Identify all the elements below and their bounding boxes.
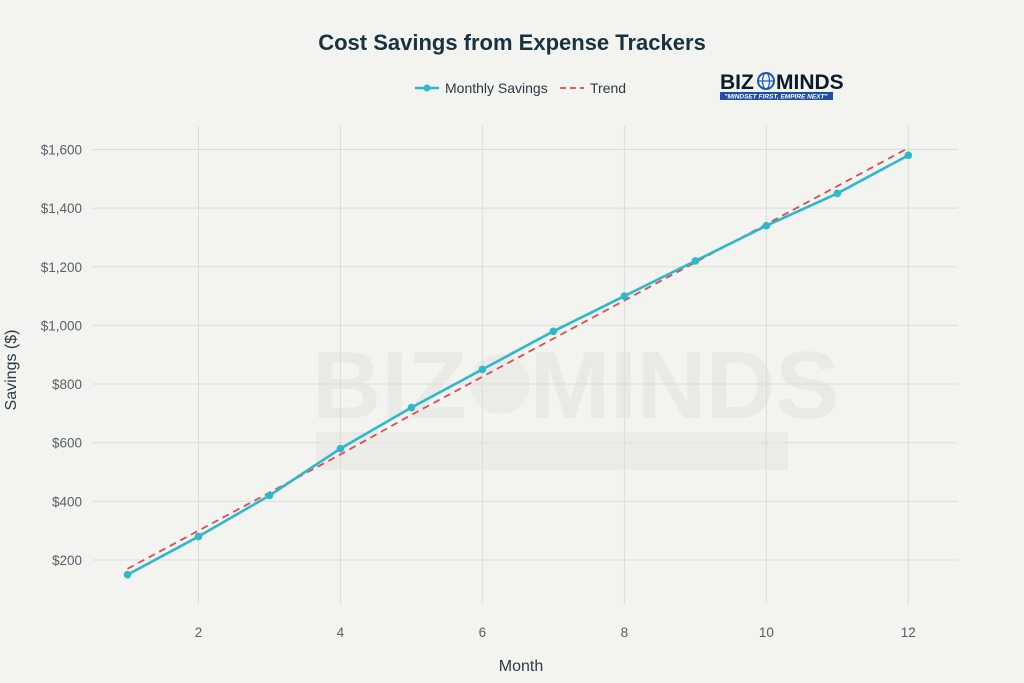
- series-line-monthly-savings: [126, 154, 909, 576]
- logo-tagline: "MINDSET FIRST, EMPIRE NEXT": [724, 94, 828, 101]
- x-axis-title: Month: [499, 658, 543, 675]
- y-tick-label: $1,200: [41, 260, 82, 275]
- watermark-left-text: BIZ: [312, 332, 467, 439]
- x-tick-label: 6: [479, 625, 487, 640]
- legend-label-monthly-savings: Monthly Savings: [445, 80, 548, 96]
- series-layer: [123, 147, 913, 579]
- y-tick-label: $800: [52, 377, 82, 392]
- legend-item-trend: Trend: [560, 80, 626, 96]
- data-point-monthly-savings: [691, 257, 700, 265]
- x-tick-label: 10: [759, 625, 774, 640]
- logo-text-right: MINDS: [776, 71, 844, 94]
- y-axis-title: Savings ($): [3, 330, 20, 411]
- x-tick-label: 12: [901, 625, 916, 640]
- y-tick-label: $1,600: [41, 142, 82, 157]
- y-axis-ticks: $200 $400 $600 $800 $1,000 $1,200 $1,400 $1,600: [41, 142, 82, 568]
- legend-item-monthly-savings: Monthly Savings: [415, 80, 548, 96]
- chart-title: Cost Savings from Expense Trackers: [318, 30, 706, 55]
- data-point-monthly-savings: [478, 365, 487, 374]
- series-line-trend: [127, 147, 909, 570]
- data-point-monthly-savings: [904, 151, 913, 160]
- logo-text-left: BIZ: [720, 71, 754, 94]
- legend: Monthly Savings Trend: [415, 80, 626, 96]
- watermark-banner: [316, 432, 788, 470]
- data-point-monthly-savings: [123, 570, 132, 579]
- data-point-monthly-savings: [833, 189, 842, 198]
- watermark: BIZ MINDS: [312, 332, 839, 470]
- data-point-monthly-savings: [620, 292, 629, 300]
- data-point-monthly-savings: [194, 532, 203, 541]
- brand-logo: BIZ MINDS "MINDSET FIRST, EMPIRE NEXT": [720, 71, 844, 101]
- data-point-monthly-savings: [407, 403, 416, 412]
- logo-tagline-banner: [720, 92, 833, 100]
- legend-label-trend: Trend: [590, 80, 626, 96]
- data-point-monthly-savings: [762, 221, 771, 230]
- data-point-monthly-savings: [549, 327, 558, 336]
- y-tick-label: $200: [52, 553, 82, 568]
- watermark-right-text: MINDS: [530, 332, 839, 439]
- x-tick-label: 4: [337, 625, 345, 640]
- grid: [92, 126, 958, 604]
- x-axis-ticks: 2 4 6 8 10 12: [195, 625, 916, 640]
- y-tick-label: $1,000: [41, 318, 82, 333]
- legend-marker-monthly-savings: [423, 84, 431, 92]
- y-tick-label: $1,400: [41, 201, 82, 216]
- y-tick-label: $600: [52, 436, 82, 451]
- data-point-monthly-savings: [336, 444, 345, 453]
- x-tick-label: 8: [621, 625, 629, 640]
- y-tick-label: $400: [52, 494, 82, 509]
- globe-icon: [757, 72, 775, 90]
- x-tick-label: 2: [195, 625, 203, 640]
- data-point-monthly-savings: [265, 491, 274, 500]
